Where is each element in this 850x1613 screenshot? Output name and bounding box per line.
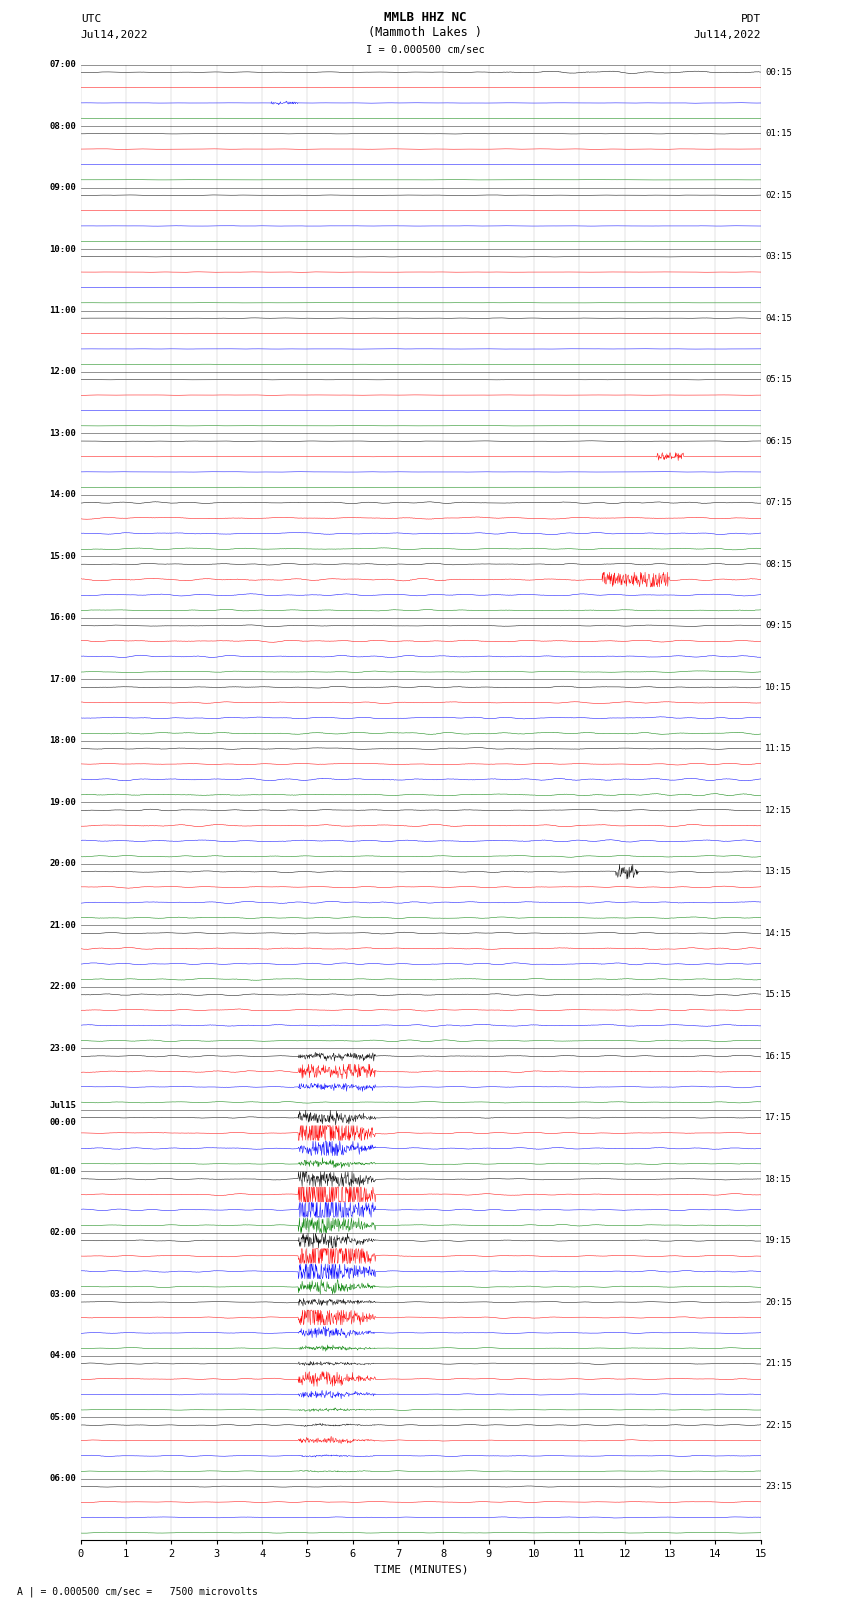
Text: 21:15: 21:15 bbox=[765, 1360, 792, 1368]
Text: 02:15: 02:15 bbox=[765, 190, 792, 200]
Text: 16:00: 16:00 bbox=[49, 613, 76, 623]
Text: 14:15: 14:15 bbox=[765, 929, 792, 937]
Text: 00:15: 00:15 bbox=[765, 68, 792, 77]
Text: 18:00: 18:00 bbox=[49, 737, 76, 745]
Text: 17:15: 17:15 bbox=[765, 1113, 792, 1123]
Text: 22:15: 22:15 bbox=[765, 1421, 792, 1429]
Text: 14:00: 14:00 bbox=[49, 490, 76, 500]
Text: 03:15: 03:15 bbox=[765, 252, 792, 261]
Text: 01:15: 01:15 bbox=[765, 129, 792, 139]
Text: Jul14,2022: Jul14,2022 bbox=[81, 31, 148, 40]
Text: 00:00: 00:00 bbox=[49, 1118, 76, 1127]
Text: 23:00: 23:00 bbox=[49, 1044, 76, 1053]
Text: 13:15: 13:15 bbox=[765, 868, 792, 876]
Text: 05:00: 05:00 bbox=[49, 1413, 76, 1423]
Text: 11:00: 11:00 bbox=[49, 306, 76, 315]
Text: 03:00: 03:00 bbox=[49, 1290, 76, 1298]
Text: 17:00: 17:00 bbox=[49, 674, 76, 684]
Text: 08:00: 08:00 bbox=[49, 121, 76, 131]
Text: PDT: PDT bbox=[740, 15, 761, 24]
Text: 08:15: 08:15 bbox=[765, 560, 792, 569]
Text: 19:00: 19:00 bbox=[49, 798, 76, 806]
Text: 12:15: 12:15 bbox=[765, 805, 792, 815]
Text: 07:15: 07:15 bbox=[765, 498, 792, 506]
Text: (Mammoth Lakes ): (Mammoth Lakes ) bbox=[368, 26, 482, 39]
Text: 06:00: 06:00 bbox=[49, 1474, 76, 1484]
Text: 09:15: 09:15 bbox=[765, 621, 792, 631]
Text: 16:15: 16:15 bbox=[765, 1052, 792, 1061]
Text: 15:00: 15:00 bbox=[49, 552, 76, 561]
Text: MMLB HHZ NC: MMLB HHZ NC bbox=[383, 11, 467, 24]
Text: A | = 0.000500 cm/sec =   7500 microvolts: A | = 0.000500 cm/sec = 7500 microvolts bbox=[17, 1586, 258, 1597]
Text: I = 0.000500 cm/sec: I = 0.000500 cm/sec bbox=[366, 45, 484, 55]
Text: 19:15: 19:15 bbox=[765, 1236, 792, 1245]
Text: 15:15: 15:15 bbox=[765, 990, 792, 998]
Text: Jul14,2022: Jul14,2022 bbox=[694, 31, 761, 40]
Text: 20:00: 20:00 bbox=[49, 860, 76, 868]
Text: 07:00: 07:00 bbox=[49, 60, 76, 69]
Text: 10:00: 10:00 bbox=[49, 245, 76, 253]
Text: 21:00: 21:00 bbox=[49, 921, 76, 931]
Text: 06:15: 06:15 bbox=[765, 437, 792, 445]
Text: 04:00: 04:00 bbox=[49, 1352, 76, 1360]
Text: 12:00: 12:00 bbox=[49, 368, 76, 376]
Text: 13:00: 13:00 bbox=[49, 429, 76, 439]
Text: 20:15: 20:15 bbox=[765, 1297, 792, 1307]
Text: Jul15: Jul15 bbox=[49, 1102, 76, 1110]
Text: 11:15: 11:15 bbox=[765, 744, 792, 753]
Text: 10:15: 10:15 bbox=[765, 682, 792, 692]
Text: 01:00: 01:00 bbox=[49, 1166, 76, 1176]
Text: 05:15: 05:15 bbox=[765, 376, 792, 384]
X-axis label: TIME (MINUTES): TIME (MINUTES) bbox=[373, 1565, 468, 1574]
Text: UTC: UTC bbox=[81, 15, 101, 24]
Text: 02:00: 02:00 bbox=[49, 1229, 76, 1237]
Text: 23:15: 23:15 bbox=[765, 1482, 792, 1490]
Text: 18:15: 18:15 bbox=[765, 1174, 792, 1184]
Text: 22:00: 22:00 bbox=[49, 982, 76, 992]
Text: 04:15: 04:15 bbox=[765, 313, 792, 323]
Text: 09:00: 09:00 bbox=[49, 182, 76, 192]
